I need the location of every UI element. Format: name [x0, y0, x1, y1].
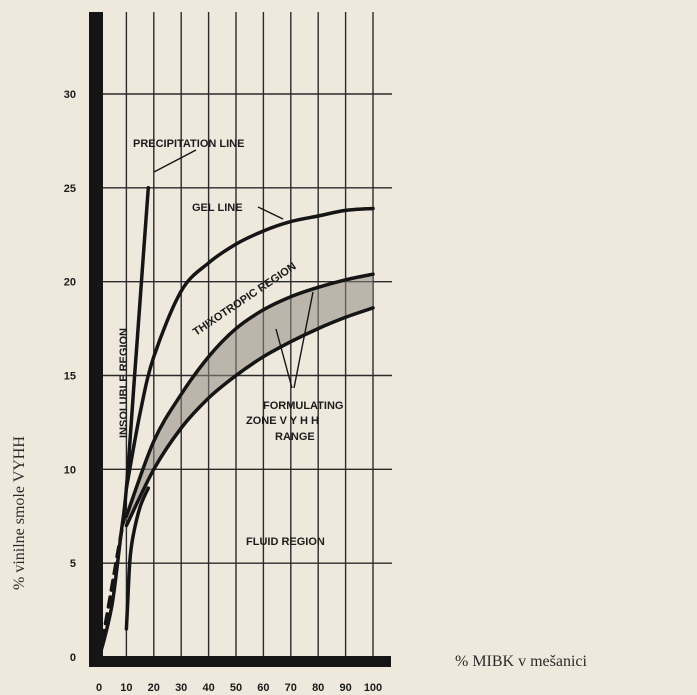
x-axis-line — [89, 656, 391, 667]
y-tick-label: 30 — [64, 89, 76, 101]
insoluble-region-label: INSOLUBLE REGION — [118, 328, 130, 438]
formulating-leader-2 — [293, 291, 314, 389]
x-tick-label: 70 — [285, 682, 297, 694]
x-tick-label: 50 — [230, 682, 242, 694]
fluid-region-label: FLUID REGION — [246, 536, 325, 548]
series-line-4 — [124, 486, 151, 631]
x-tick-label: 20 — [148, 682, 160, 694]
formulating-leader-1 — [275, 328, 293, 389]
y-tick-label: 10 — [64, 464, 76, 476]
y-tick-label: 25 — [64, 183, 76, 195]
x-tick-label: 30 — [175, 682, 187, 694]
x-axis-label: % MIBK v mešanici — [455, 653, 588, 670]
formulating-label: FORMULATING — [263, 400, 343, 412]
y-axis-label: % vinilne smole VYHH — [11, 436, 28, 590]
zone-vyhh-label: ZONE V Y H H — [246, 415, 319, 427]
x-tick-label: 0 — [96, 682, 102, 694]
range-label: RANGE — [275, 431, 315, 443]
x-tick-label: 90 — [339, 682, 351, 694]
gel-line-label: GEL LINE — [192, 202, 243, 214]
x-tick-label: 80 — [312, 682, 324, 694]
y-tick-label: 5 — [70, 558, 76, 570]
precipitation-line-leader — [153, 149, 197, 173]
series-line-5 — [97, 505, 129, 659]
y-tick-label: 20 — [64, 277, 76, 289]
series-line-2 — [124, 272, 375, 519]
series-line-3 — [124, 306, 375, 528]
formulating-zone-band — [126, 274, 374, 526]
x-tick-label: 100 — [364, 682, 382, 694]
series-line-0 — [97, 186, 151, 659]
x-tick-label: 60 — [257, 682, 269, 694]
x-tick-label: 10 — [120, 682, 132, 694]
y-tick-labels: 0 5 10 15 20 25 30 — [64, 89, 76, 664]
x-tick-label: 40 — [202, 682, 214, 694]
x-tick-labels: 0 10 20 30 40 50 60 70 80 90 100 — [96, 682, 382, 694]
y-tick-label: 0 — [70, 652, 76, 664]
gel-line-leader — [257, 206, 284, 220]
y-axis-line — [89, 12, 103, 667]
series-line-1 — [124, 206, 375, 490]
y-tick-label: 15 — [64, 371, 76, 383]
precipitation-line-label: PRECIPITATION LINE — [133, 138, 244, 150]
